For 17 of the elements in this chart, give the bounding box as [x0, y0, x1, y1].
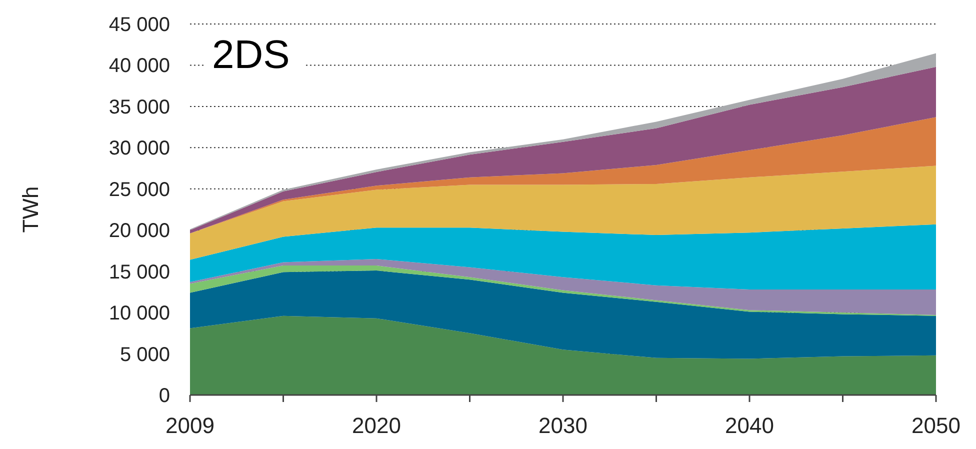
- x-tick-label: 2040: [725, 413, 774, 438]
- y-tick-label: 25 000: [108, 178, 170, 201]
- y-tick-label: 15 000: [108, 261, 170, 284]
- y-tick-label: 30 000: [108, 138, 170, 160]
- y-tick-label: 40 000: [108, 55, 170, 78]
- x-tick-label: 2030: [538, 413, 588, 438]
- chart-title: 2DS: [212, 33, 290, 77]
- y-axis-title: TWh: [18, 186, 43, 233]
- x-tick-label: 2009: [166, 413, 214, 438]
- y-tick-label: 20 000: [108, 220, 170, 242]
- x-tick-label: 2050: [912, 413, 960, 438]
- x-tick-label: 2020: [352, 413, 401, 438]
- y-tick-label: 45 000: [108, 14, 170, 36]
- y-tick-label: 5 000: [120, 344, 170, 366]
- y-tick-label: 0: [158, 385, 170, 407]
- y-tick-label: 35 000: [108, 96, 170, 118]
- y-tick-label: 10 000: [108, 302, 170, 325]
